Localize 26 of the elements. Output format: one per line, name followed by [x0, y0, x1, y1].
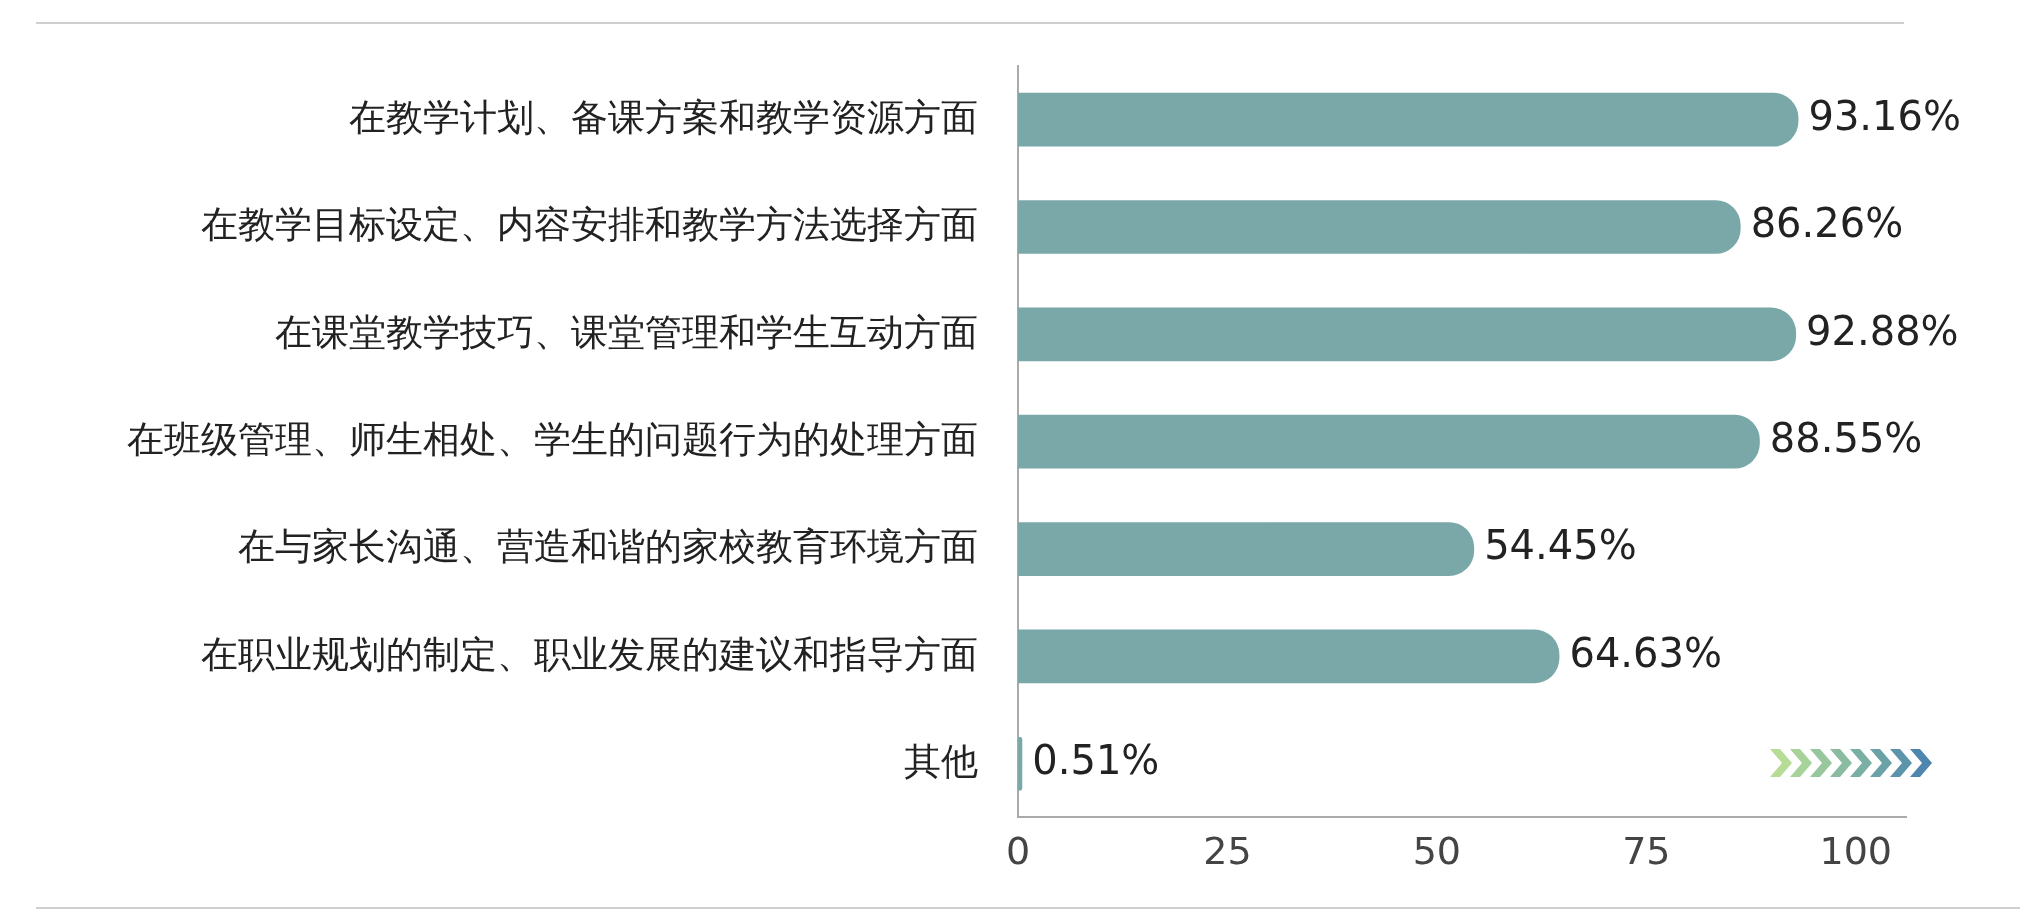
y-tick-label: 在教学目标设定、内容安排和教学方法选择方面 [201, 204, 978, 246]
y-tick-label: 在课堂教学技巧、课堂管理和学生互动方面 [275, 311, 978, 353]
data-label: 88.55% [1769, 415, 1923, 462]
y-tick-label: 在职业规划的制定、职业发展的建议和指导方面 [201, 633, 978, 675]
bar [1018, 200, 1741, 254]
bar [1018, 307, 1797, 362]
bar [1018, 92, 1799, 147]
data-label: 0.51% [1032, 737, 1160, 784]
x-tick-label: 50 [1412, 829, 1462, 874]
data-label: 54.45% [1484, 522, 1637, 569]
y-tick-label: 在班级管理、师生相处、学生的问题行为的处理方面 [127, 418, 978, 460]
x-tick-label: 100 [1819, 829, 1892, 874]
data-label: 93.16% [1808, 93, 1961, 140]
bar [1018, 522, 1475, 576]
data-label: 92.88% [1806, 307, 1959, 354]
y-tick-label: 在教学计划、备课方案和教学资源方面 [349, 96, 978, 138]
y-tick-label: 其他 [904, 740, 978, 782]
bar [1018, 414, 1760, 469]
data-label: 86.26% [1750, 200, 1904, 247]
x-tick-label: 0 [1005, 829, 1031, 874]
x-tick-label: 25 [1203, 829, 1252, 874]
bar [1018, 629, 1560, 684]
data-label: 64.63% [1569, 629, 1722, 676]
x-tick-label: 75 [1622, 829, 1671, 874]
y-tick-label: 在与家长沟通、营造和谐的家校教育环境方面 [238, 526, 978, 568]
bar [1018, 736, 1023, 791]
